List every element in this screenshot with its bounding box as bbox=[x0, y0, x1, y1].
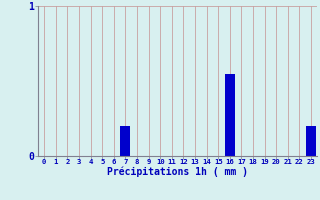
Bar bbox=[306, 126, 316, 156]
Bar bbox=[225, 73, 235, 156]
X-axis label: Précipitations 1h ( mm ): Précipitations 1h ( mm ) bbox=[107, 166, 248, 177]
Bar bbox=[120, 126, 130, 156]
